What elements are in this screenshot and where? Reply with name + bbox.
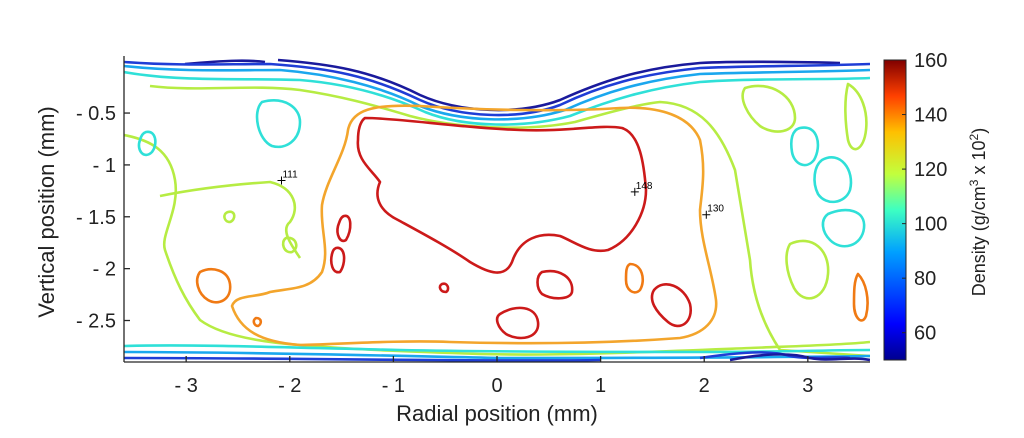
contour-line-135 [624,262,644,294]
annotation-marker [630,187,639,196]
colorbar-label: Density (g/cm3 x 102) [967,128,989,296]
contour-line-148 [650,283,692,328]
x-tick-label: - 1 [382,375,405,397]
x-tick-label: 1 [595,375,606,397]
contour-line-90 [124,344,870,354]
contour-line-90 [124,70,870,126]
y-tick-label: - 1.5 [76,207,116,229]
contour-line-103 [149,84,870,358]
annotation-label: 130 [707,204,724,215]
contour-line-135 [852,272,869,322]
contour-line-65 [124,351,851,362]
contour-line-148 [356,116,648,274]
colorbar-tick-label: 60 [914,323,936,345]
contour-line-120 [230,104,718,347]
colorbar-tick-label: 100 [914,214,947,236]
contour-line-55 [277,58,841,112]
y-ticks: - 0.5 - 1 - 1.5 - 2 - 2.5 [76,103,130,333]
contour-line-103 [159,180,302,259]
contour-line-103 [785,239,830,300]
contour-line-135 [195,268,232,304]
annotation-label: 111 [282,169,298,180]
contour-line-65 [124,60,870,117]
contour-line-90 [137,130,157,157]
x-ticks: - 3 - 2 - 1 0 1 2 3 [174,356,813,397]
x-tick-label: 0 [491,375,502,397]
contour-line-135 [252,316,263,328]
x-axis-label: Radial position (mm) [396,401,598,426]
contour-line-103 [741,84,797,133]
contour-line-148 [495,306,540,340]
contour-line-55 [184,59,266,66]
annotation-label: 148 [636,181,653,192]
colorbar-tick-label: 160 [914,50,947,72]
contour-line-148 [536,269,574,300]
x-tick-label: - 3 [174,375,197,397]
point-annotations: 111 148 130 [277,169,724,219]
contour-line-148 [329,246,346,274]
contour-line-103 [844,82,868,151]
annotation-marker [702,210,711,219]
contour-line-90 [813,156,853,204]
x-tick-label: 3 [802,375,813,397]
x-tick-label: 2 [699,375,710,397]
colorbar-tick-label: 80 [914,268,936,290]
colorbar-tick-label: 120 [914,159,947,181]
contour-line-103 [223,210,236,224]
y-tick-label: - 2.5 [76,311,116,333]
colorbar [883,59,907,361]
contour-line-90 [821,208,866,248]
colorbar-ticks: 60 80 100 120 140 160 [902,50,947,345]
contour-lines [124,58,870,362]
y-tick-label: - 1 [93,155,116,177]
x-tick-label: - 2 [278,375,301,397]
contour-line-78 [124,64,870,121]
colorbar-tick-label: 140 [914,105,947,127]
contour-line-90 [789,126,820,167]
annotation-marker [277,176,286,185]
y-tick-label: - 0.5 [76,103,116,125]
y-tick-label: - 2 [93,259,116,281]
contour-line-148 [336,214,352,243]
y-axis-label: Vertical position (mm) [34,106,59,318]
contour-line-90 [255,99,302,149]
contour-line-103 [281,236,298,254]
contour-line-148 [438,282,450,294]
contour-line-55 [729,353,870,362]
